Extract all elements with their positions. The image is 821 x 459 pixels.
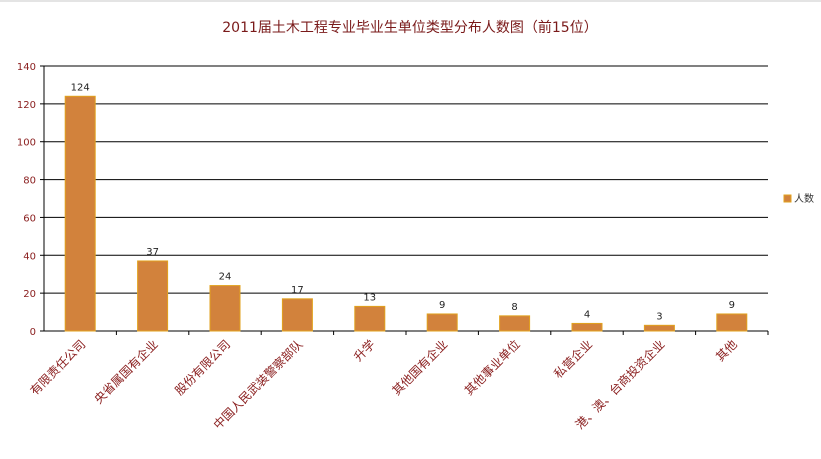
bar: [137, 260, 169, 332]
y-tick-label: 20: [23, 289, 36, 300]
x-tick-label: 其他事业单位: [461, 337, 523, 399]
y-tick-label: 0: [30, 327, 36, 338]
data-label: 4: [584, 309, 590, 320]
bar: [426, 313, 458, 332]
y-tick-label: 80: [23, 176, 36, 187]
legend-swatch: [783, 194, 792, 203]
legend-label: 人数: [794, 192, 814, 205]
y-tick-label: 60: [23, 213, 36, 224]
bar: [281, 298, 313, 332]
legend: 人数: [783, 192, 814, 205]
x-tick-label: 私营企业: [551, 337, 596, 382]
data-label: 8: [511, 302, 517, 313]
bar: [354, 305, 386, 332]
x-tick-label: 央省属国有企业: [91, 337, 161, 407]
data-label: 3: [656, 311, 662, 322]
chart-title: 2011届土木工程专业毕业生单位类型分布人数图（前15位）: [222, 19, 597, 36]
bar: [643, 324, 675, 332]
x-tick-label: 其他国有企业: [389, 337, 451, 399]
y-tick-label: 120: [17, 100, 36, 111]
x-tick-label: 股份有限公司: [172, 337, 233, 398]
x-tick-label: 其他: [713, 337, 740, 364]
data-label: 9: [729, 300, 735, 311]
value-labels: 124 37 24 17 13 9 8 4 3 9: [71, 82, 735, 322]
y-tick-label: 140: [17, 62, 36, 73]
x-tick-label: 升学: [350, 337, 378, 365]
y-tick-label: 40: [23, 251, 36, 262]
data-label: 124: [71, 82, 90, 93]
data-label: 24: [219, 272, 232, 283]
bar: [64, 95, 96, 332]
bar: [716, 313, 748, 332]
data-label: 9: [439, 300, 445, 311]
data-label: 13: [363, 292, 376, 303]
data-label: 17: [291, 285, 304, 296]
bars: [64, 95, 748, 332]
y-tick-label: 100: [17, 138, 36, 149]
x-tick-label: 有限责任公司: [27, 337, 88, 398]
bar: [209, 285, 241, 332]
bar: [571, 322, 603, 332]
bar: [499, 315, 531, 332]
y-axis-ticks: 0 20 40 60 80 100 120 140: [17, 62, 36, 338]
data-label: 37: [146, 247, 159, 258]
